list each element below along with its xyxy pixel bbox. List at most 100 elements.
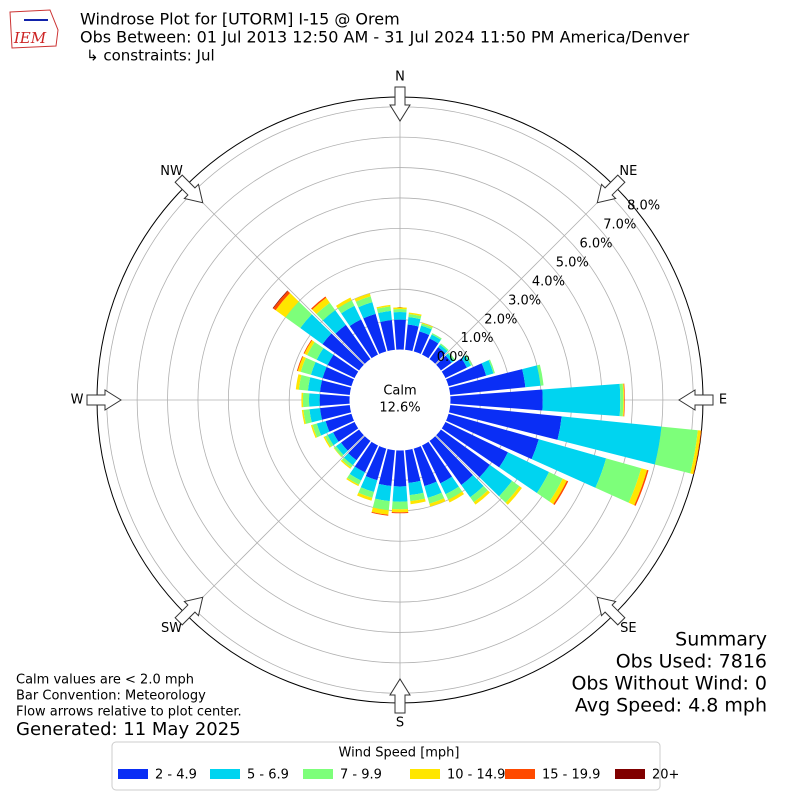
flow-arrow [86, 389, 122, 411]
bar-segment [300, 357, 316, 375]
bar-segment [394, 319, 406, 351]
compass-label: NW [160, 164, 183, 179]
summary: Obs Without Wind: 0 [571, 673, 767, 695]
bar-segment [445, 363, 487, 387]
bar-segment [536, 472, 563, 502]
flow-arrow [174, 596, 204, 626]
legend-swatch [210, 769, 240, 779]
bar-segment [522, 365, 541, 388]
bar-segment [327, 354, 359, 379]
bar-segment [298, 375, 311, 391]
legend-label: 20+ [652, 768, 679, 783]
bar-segment [549, 478, 567, 505]
summary: Summary [675, 629, 767, 651]
bar-segment [391, 509, 409, 513]
legend: 2 - 4.9 5 - 6.9 7 - 9.9 10 - 14.9 15 - 19.9 2… [118, 768, 679, 783]
radial-tick-label: 1.0% [460, 331, 493, 346]
note: Calm values are < 2.0 mph [16, 673, 194, 688]
bar-segment [340, 459, 352, 469]
bar-segment [323, 436, 331, 448]
flow-arrow [596, 174, 626, 204]
bar-segment [419, 325, 432, 335]
bar-segment [429, 334, 441, 344]
bar-segment [435, 355, 452, 371]
legend-label: 10 - 14.9 [447, 768, 505, 783]
bar-segment [303, 339, 313, 354]
compass-label: N [395, 70, 405, 85]
bar-segment [427, 492, 445, 504]
bar-segment [320, 380, 352, 395]
flow-arrow-shape [174, 596, 204, 626]
bar-segment [297, 356, 306, 372]
bar-segment [349, 319, 379, 359]
bar-segment [324, 434, 334, 447]
bar-segment [349, 466, 366, 481]
compass-label: SE [620, 621, 636, 636]
bar-segment [363, 313, 387, 355]
bar-segment [301, 392, 304, 408]
bar-segment [285, 301, 312, 329]
bar-segment [302, 392, 310, 408]
bar-segment [408, 312, 422, 317]
bar-segment [447, 352, 456, 361]
bar-segment [557, 416, 662, 465]
compass-label: S [396, 716, 404, 731]
bar-segment [448, 405, 562, 440]
summary: Obs Used: 7816 [616, 651, 767, 673]
bar-segment [431, 333, 442, 340]
bar-segment [378, 448, 395, 487]
grid-line [435, 185, 615, 365]
bar-segment [316, 421, 330, 436]
bar-segment [391, 512, 409, 514]
subtitle: Obs Between: 01 Jul 2013 12:50 AM - 31 J… [80, 28, 690, 47]
bar-segment [333, 447, 342, 458]
bar-segment [300, 314, 332, 345]
bar-segment [424, 481, 442, 498]
bar-segment [391, 501, 409, 510]
bar-segment [348, 435, 371, 461]
bar-segment [355, 296, 373, 308]
compass-label: E [719, 393, 727, 408]
bar-segment [327, 432, 339, 446]
bar-segment [312, 423, 322, 438]
calm-label: Calm [383, 384, 416, 399]
bar-segment [619, 383, 624, 417]
bar-segment [354, 293, 371, 302]
bar-segment [440, 476, 459, 495]
bar-segment [304, 340, 315, 356]
bar-segment [360, 476, 378, 493]
flow-arrow [389, 678, 411, 714]
bar-segment [308, 393, 320, 407]
bar-segment [336, 442, 348, 455]
legend-label: 15 - 19.9 [542, 768, 600, 783]
bar-segment [393, 307, 407, 310]
bar-segment [333, 421, 359, 442]
bar-segment [358, 302, 376, 319]
bar-segment [429, 347, 446, 365]
logo-text: IEM [13, 29, 47, 47]
logo: IEM [9, 9, 59, 49]
bar-segment [320, 405, 352, 420]
bar-segment [449, 389, 543, 411]
bar-segment [413, 331, 430, 355]
bar-segment [461, 475, 484, 498]
bar-segment [295, 374, 302, 390]
bar-segment [296, 356, 304, 372]
radial-tick-label: 8.0% [627, 199, 660, 214]
bar-segment [319, 394, 351, 406]
bar-segment [371, 507, 389, 515]
bar-segment [405, 448, 421, 484]
bar-segment [499, 452, 550, 494]
flow-arrow [596, 596, 626, 626]
bar-segment [448, 491, 464, 503]
bar-segment [311, 296, 327, 310]
flow-arrow-shape [389, 678, 411, 714]
radial-tick-label: 4.0% [532, 274, 565, 289]
bar-segment [553, 480, 569, 506]
bar-segment [392, 486, 408, 502]
bar-segment [407, 316, 421, 327]
bar-segment [336, 297, 352, 309]
legend-swatch [410, 769, 440, 779]
flow-arrow [174, 174, 204, 204]
bar-segment [429, 498, 446, 507]
